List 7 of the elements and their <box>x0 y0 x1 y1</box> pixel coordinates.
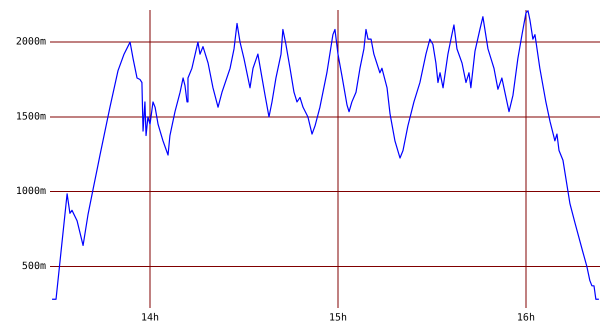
x-tick-label: 14h <box>140 312 160 324</box>
x-tick-label: 15h <box>328 312 347 324</box>
y-tick-label: 2000m <box>16 36 46 48</box>
y-tick-label: 1000m <box>16 186 46 198</box>
x-tick-label: 16h <box>516 312 535 324</box>
y-tick-label: 500m <box>22 260 46 272</box>
y-tick-label: 1500m <box>16 111 46 122</box>
